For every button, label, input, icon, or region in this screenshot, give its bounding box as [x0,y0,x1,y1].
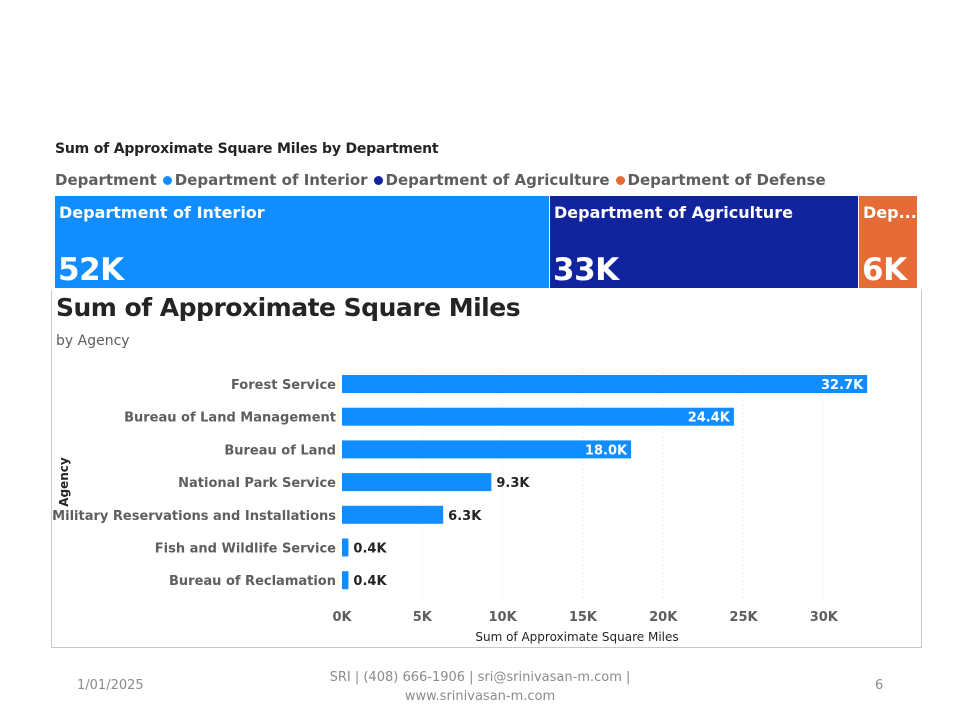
tile-label: Department of Interior [59,203,265,222]
x-axis-title: Sum of Approximate Square Miles [475,630,678,644]
legend-label: Department of Agriculture [385,171,610,189]
footer-website: www.srinivasan-m.com [404,689,556,704]
bar [342,440,632,459]
tile-label: Department of Agriculture [554,203,793,222]
treemap-legend: Department Department of Interior Depart… [55,171,832,189]
value-label: 6.3K [448,509,482,524]
legend-dot-icon [373,175,383,185]
legend-item-defense[interactable]: Department of Defense [615,171,826,189]
footer-date: 1/01/2025 [77,678,144,693]
category-label: Bureau of Reclamation [169,574,336,589]
footer-contact-line: SRI | (408) 666-1906 | sri@srinivasan-m.… [329,670,631,685]
legend-title: Department [55,171,157,189]
bar-chart-title: Sum of Approximate Square Miles [56,293,521,322]
x-tick-label: 30K [810,610,839,625]
x-tick-label: 20K [649,610,678,625]
bar-chart-panel [51,290,922,648]
tile-value: 52K [58,252,124,288]
footer-contact: SRI | (408) 666-1906 | sri@srinivasan-m.… [300,668,660,706]
treemap-title: Sum of Approximate Square Miles by Depar… [55,141,439,157]
tile-value: 6K [862,252,907,288]
bar [342,538,349,557]
category-label: Military Reservations and Installations [52,509,336,524]
x-tick-label: 15K [569,610,598,625]
treemap-tile-agriculture[interactable]: Department of Agriculture 33K [550,196,858,288]
x-tick-label: 5K [413,610,433,625]
legend-label: Department of Defense [627,171,826,189]
bar [342,375,868,393]
legend-dot-icon [162,175,172,185]
x-tick-label: 10K [489,610,518,625]
legend-item-agriculture[interactable]: Department of Agriculture [373,171,610,189]
category-label: Fish and Wildlife Service [155,542,336,557]
category-label: Bureau of Land [224,443,336,458]
y-axis-title: Agency [57,457,71,507]
category-label: National Park Service [178,476,336,491]
bar [342,473,492,492]
legend-label: Department of Interior [174,171,368,189]
treemap-tile-defense[interactable]: Dep... 6K [859,196,917,288]
tile-label: Dep... [863,203,917,222]
value-label: 24.4K [688,411,731,426]
bar [342,505,444,524]
treemap-tile-interior[interactable]: Department of Interior 52K [55,196,549,288]
bar [342,407,734,426]
legend-item-interior[interactable]: Department of Interior [162,171,368,189]
tile-value: 33K [553,252,619,288]
footer-page-number: 6 [875,678,884,693]
x-tick-label: 0K [332,610,352,625]
category-label: Forest Service [231,378,336,393]
value-label: 0.4K [353,574,387,589]
bar [342,571,349,590]
value-label: 9.3K [496,476,530,491]
legend-dot-icon [615,175,625,185]
x-tick-label: 25K [729,610,758,625]
value-label: 18.0K [585,443,628,458]
category-label: Bureau of Land Management [124,411,336,426]
bar-chart-subtitle: by Agency [56,333,130,349]
value-label: 32.7K [821,378,864,393]
value-label: 0.4K [353,542,387,557]
